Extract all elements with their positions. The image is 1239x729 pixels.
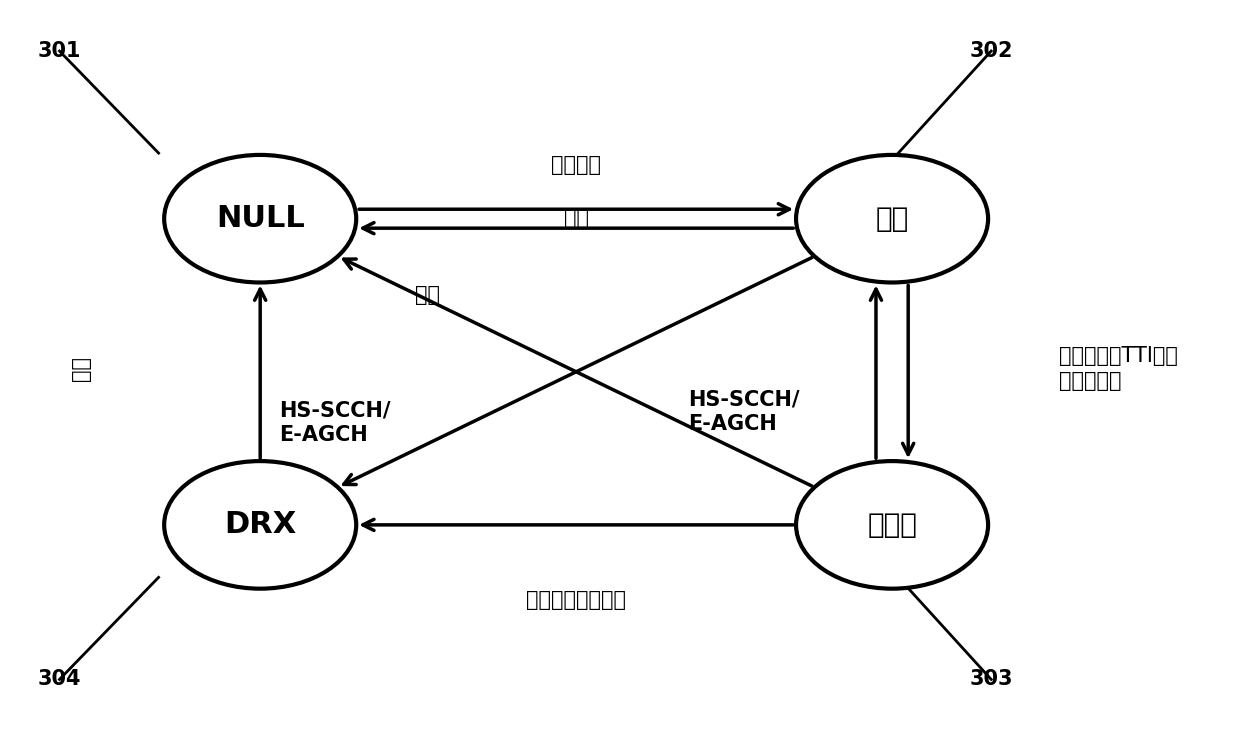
Ellipse shape	[164, 155, 357, 283]
Text: 不活跃: 不活跃	[867, 511, 917, 539]
Text: 304: 304	[37, 669, 82, 690]
Ellipse shape	[164, 461, 357, 589]
Ellipse shape	[795, 155, 989, 283]
Text: DRX: DRX	[224, 510, 296, 539]
Text: 不活跃定时器超时: 不活跃定时器超时	[527, 590, 626, 610]
Text: 301: 301	[37, 41, 82, 61]
Text: HS-SCCH/
E-AGCH: HS-SCCH/ E-AGCH	[688, 389, 799, 434]
Text: 连续若干个TTI没有
上下行传输: 连续若干个TTI没有 上下行传输	[1059, 346, 1178, 391]
Text: 配置成功: 配置成功	[551, 155, 601, 175]
Text: HS-SCCH/
E-AGCH: HS-SCCH/ E-AGCH	[279, 400, 390, 445]
Text: NULL: NULL	[216, 204, 305, 233]
Text: 303: 303	[969, 669, 1014, 690]
Text: 释放: 释放	[564, 208, 589, 227]
Text: 活跃: 活跃	[876, 205, 908, 233]
Text: 释放: 释放	[71, 356, 90, 381]
Text: 302: 302	[969, 41, 1014, 61]
Text: 释放: 释放	[415, 285, 440, 305]
Ellipse shape	[795, 461, 989, 589]
